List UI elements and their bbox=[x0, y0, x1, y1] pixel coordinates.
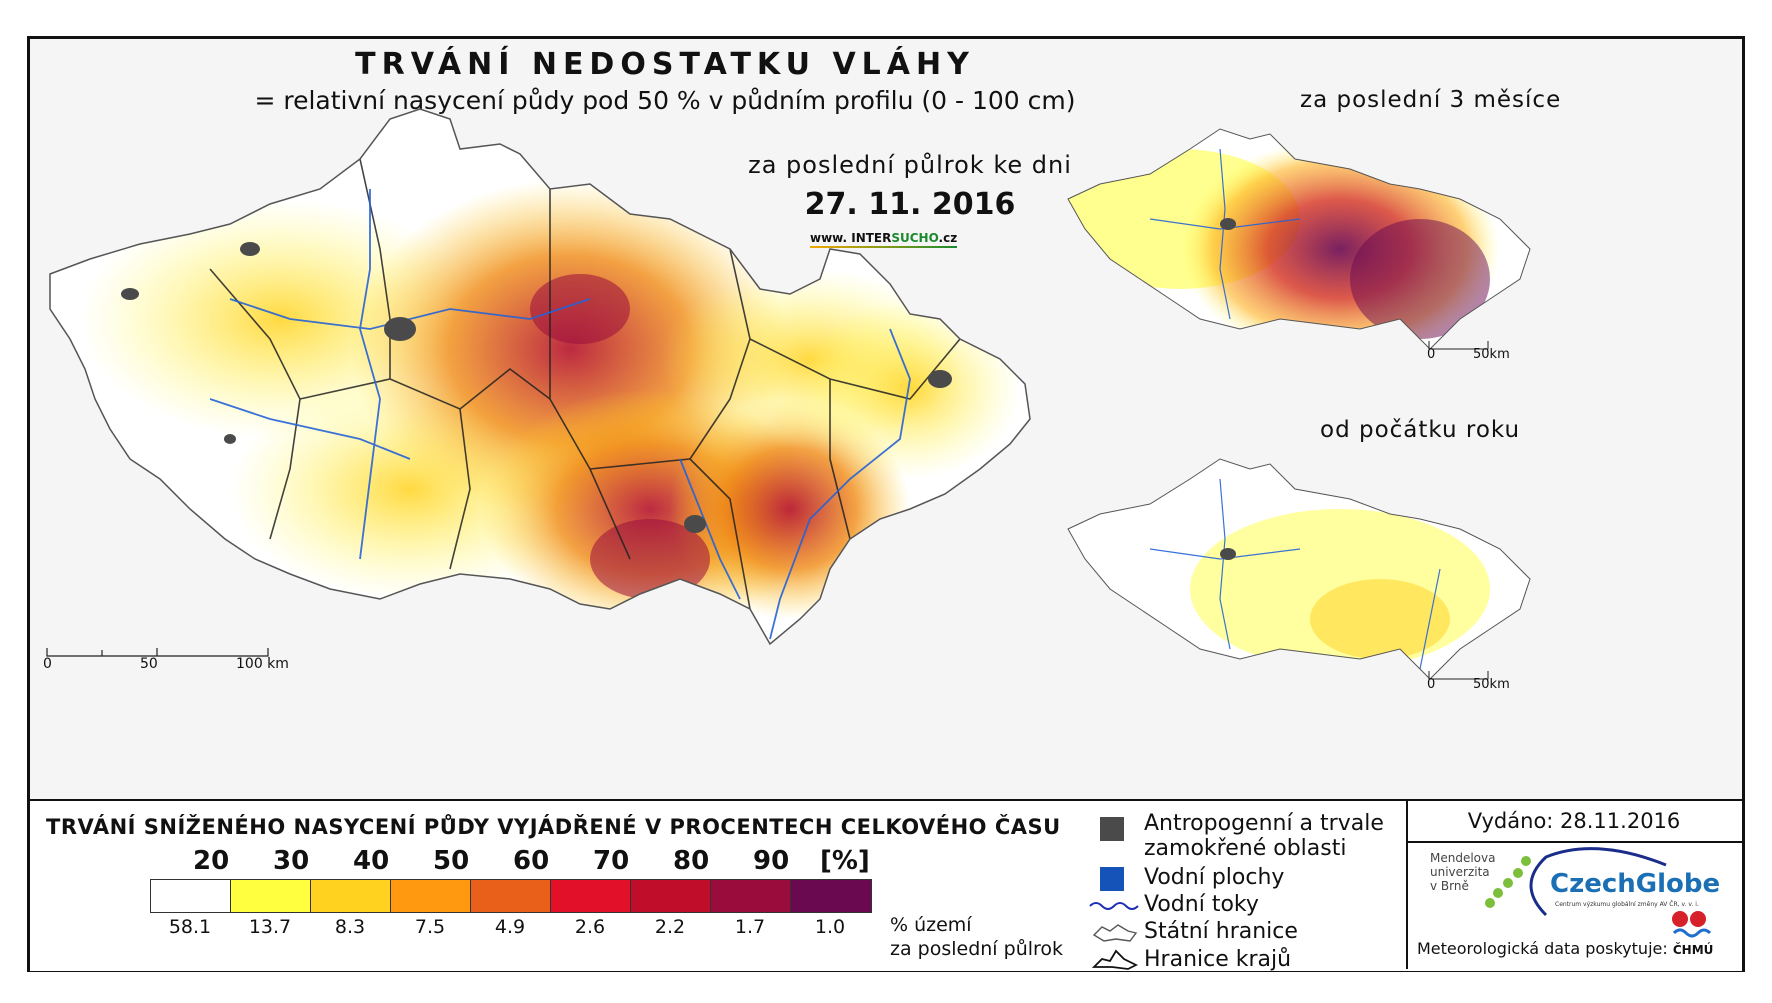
main-map bbox=[49, 108, 1031, 646]
map-subtitle: = relativní nasycení půdy pod 50 % v půd… bbox=[254, 86, 1076, 115]
legend-value: 58.1 bbox=[168, 916, 212, 938]
inset-top-title: za poslední 3 měsíce bbox=[1300, 87, 1562, 113]
issued-date: Vydáno: 28.11.2016 bbox=[1406, 801, 1742, 843]
state-border-icon bbox=[1092, 924, 1138, 942]
map-title: TRVÁNÍ NEDOSTATKU VLÁHY bbox=[355, 47, 975, 82]
legend-color-swatch bbox=[791, 880, 871, 912]
legend-value: 13.7 bbox=[248, 916, 292, 938]
inset-bottom-scale-end: 50km bbox=[1473, 677, 1510, 692]
legend-separator bbox=[1406, 801, 1408, 969]
inset-top-scale-zero: 0 bbox=[1427, 347, 1436, 362]
legend-value: 4.9 bbox=[494, 916, 526, 938]
main-scale-bar bbox=[46, 648, 269, 657]
legend-tick: 40 bbox=[353, 846, 390, 876]
legend-value: 1.7 bbox=[734, 916, 766, 938]
legend-tick: 70 bbox=[593, 846, 630, 876]
main-scale-zero: 0 bbox=[43, 656, 52, 672]
legend-state-border: Státní hranice bbox=[1090, 919, 1390, 945]
legend-tick: 30 bbox=[273, 846, 310, 876]
legend-color-swatch bbox=[311, 880, 391, 912]
anthropogenic-swatch bbox=[1100, 817, 1124, 841]
legend-tick: 90 bbox=[753, 846, 790, 876]
legend-color-swatch bbox=[391, 880, 471, 912]
main-scale-mid: 50 bbox=[140, 656, 158, 672]
meteo-credit: Meteorologická data poskytuje: ČHMÚ bbox=[1417, 939, 1714, 958]
stream-icon bbox=[1089, 902, 1139, 910]
legend-value: 8.3 bbox=[334, 916, 366, 938]
mendel-dots-icon bbox=[1485, 856, 1531, 908]
legend-color-swatch bbox=[151, 880, 231, 912]
inset-bottom-map bbox=[1067, 458, 1531, 680]
czechglobe-subtitle: Centrum výzkumu globální změny AV ČR, v.… bbox=[1555, 901, 1699, 908]
legend-color-swatch bbox=[231, 880, 311, 912]
region-border-icon bbox=[1091, 949, 1139, 970]
legend-tick: 50 bbox=[433, 846, 470, 876]
inset-bottom-title: od počátku roku bbox=[1320, 417, 1521, 443]
legend-tick-unit: [%] bbox=[820, 846, 870, 876]
chmu-logo-icon bbox=[1672, 911, 1712, 938]
legend-region-border: Hranice krajů bbox=[1090, 947, 1390, 973]
legend-tick: 20 bbox=[193, 846, 230, 876]
legend-water-streams: Vodní toky bbox=[1089, 892, 1390, 918]
legend-value: 1.0 bbox=[814, 916, 846, 938]
legend-color-swatch bbox=[551, 880, 631, 912]
legend-value: 2.2 bbox=[654, 916, 686, 938]
date-label: 27. 11. 2016 bbox=[804, 187, 1016, 222]
main-scale-end: 100 km bbox=[236, 656, 289, 672]
pct-label: % území za poslední půlrok bbox=[890, 914, 1064, 960]
legend-tick: 80 bbox=[673, 846, 710, 876]
czechglobe-logo: CzechGlobe bbox=[1550, 869, 1721, 899]
water-body-swatch bbox=[1100, 867, 1124, 891]
inset-top-scale-bar bbox=[1428, 341, 1489, 350]
legend-value: 2.6 bbox=[574, 916, 606, 938]
inset-bottom-scale-bar bbox=[1428, 671, 1489, 680]
legend-water-bodies: Vodní plochy bbox=[1090, 865, 1390, 891]
inset-top-map bbox=[1067, 128, 1531, 350]
legend-panel: TRVÁNÍ SNÍŽENÉHO NASYCENÍ PŮDY VYJÁDŘENÉ… bbox=[30, 799, 1742, 973]
legend-value: 7.5 bbox=[414, 916, 446, 938]
website-label[interactable]: www. INTERSUCHO.cz bbox=[810, 231, 958, 248]
inset-bottom-scale-zero: 0 bbox=[1427, 677, 1436, 692]
period-label: za poslední půlrok ke dni bbox=[748, 151, 1072, 179]
legend-ticks: 20 30 40 50 60 70 80 90 [%] bbox=[138, 846, 870, 878]
legend-anthropogenic: Antropogenní a trvale zamokřené oblasti bbox=[1090, 811, 1390, 863]
mendel-logo: Mendelova univerzita v Brně bbox=[1430, 851, 1531, 908]
legend-colorbar bbox=[150, 879, 872, 913]
map-frame: TRVÁNÍ NEDOSTATKU VLÁHY = relativní nasy… bbox=[27, 36, 1745, 972]
legend-color-swatch bbox=[631, 880, 711, 912]
czechglobe-swoosh-icon bbox=[1529, 847, 1667, 917]
legend-tick: 60 bbox=[513, 846, 550, 876]
inset-top-scale-end: 50km bbox=[1473, 347, 1510, 362]
map-area: TRVÁNÍ NEDOSTATKU VLÁHY = relativní nasy… bbox=[30, 39, 1742, 799]
legend-color-swatch bbox=[471, 880, 551, 912]
legend-title: TRVÁNÍ SNÍŽENÉHO NASYCENÍ PŮDY VYJÁDŘENÉ… bbox=[46, 815, 1061, 839]
legend-color-swatch bbox=[711, 880, 791, 912]
